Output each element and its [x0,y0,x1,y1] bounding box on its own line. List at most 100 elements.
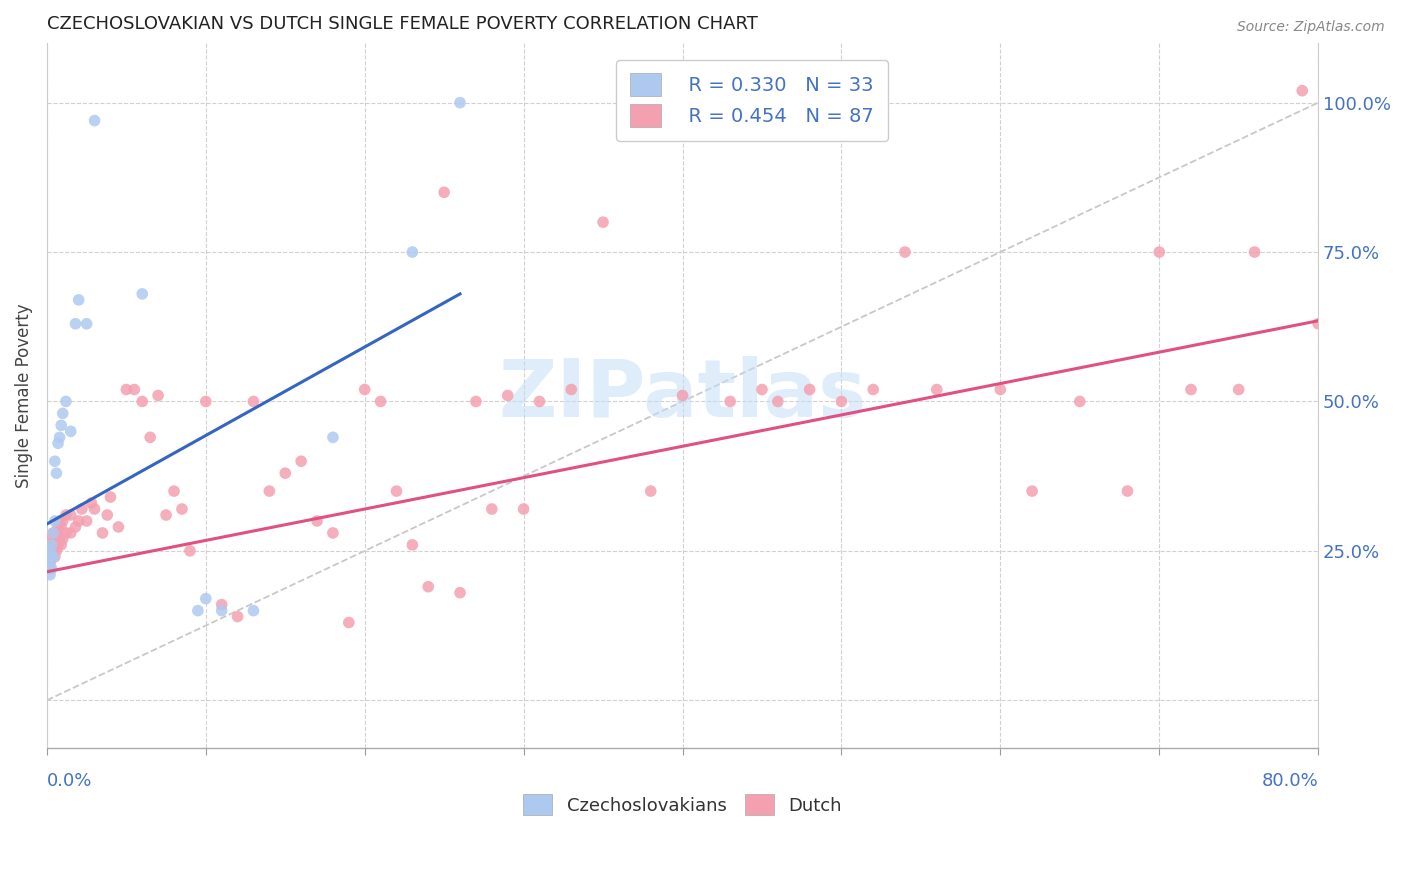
Point [146,388,169,402]
Point [449,95,471,110]
Point [830,394,852,409]
Point [76,317,98,331]
Point [862,383,884,397]
Point [39,556,62,570]
Point [401,538,423,552]
Point [194,394,217,409]
Point [322,525,344,540]
Point [274,466,297,480]
Point [305,514,328,528]
Point [41,532,63,546]
Point [449,585,471,599]
Point [155,508,177,522]
Point [433,186,456,200]
Point [45,466,67,480]
Point [42,525,65,540]
Point [46,520,69,534]
Point [640,484,662,499]
Point [37,544,59,558]
Point [751,383,773,397]
Point [592,215,614,229]
Point [465,394,488,409]
Point [52,532,75,546]
Point [1291,84,1313,98]
Point [211,604,233,618]
Point [370,394,392,409]
Point [37,562,59,576]
Point [401,245,423,260]
Point [1069,394,1091,409]
Point [131,286,153,301]
Point [70,502,93,516]
Point [39,562,62,576]
Point [91,525,114,540]
Point [671,388,693,402]
Point [51,538,73,552]
Point [80,496,103,510]
Point [55,508,77,522]
Point [496,388,519,402]
Point [894,245,917,260]
Point [44,454,66,468]
Point [766,394,789,409]
Point [67,293,90,307]
Point [337,615,360,630]
Point [39,544,62,558]
Point [96,508,118,522]
Point [37,556,59,570]
Point [42,525,65,540]
Point [100,490,122,504]
Point [560,383,582,397]
Legend: Czechoslovakians, Dutch: Czechoslovakians, Dutch [515,785,851,824]
Point [59,508,82,522]
Point [83,502,105,516]
Point [1147,245,1170,260]
Point [44,549,66,564]
Point [1308,317,1330,331]
Point [42,549,65,564]
Point [41,562,63,576]
Point [353,383,375,397]
Point [385,484,408,499]
Point [139,430,162,444]
Point [76,514,98,528]
Point [41,538,63,552]
Point [37,549,59,564]
Point [718,394,741,409]
Point [194,591,217,606]
Point [124,383,146,397]
Point [67,514,90,528]
Point [51,418,73,433]
Text: ZIPatlas: ZIPatlas [498,357,866,434]
Point [46,538,69,552]
Point [65,317,87,331]
Point [170,502,193,516]
Point [290,454,312,468]
Text: 0.0%: 0.0% [46,772,93,790]
Point [55,525,77,540]
Point [187,604,209,618]
Point [39,567,62,582]
Text: Source: ZipAtlas.com: Source: ZipAtlas.com [1237,20,1385,34]
Point [48,430,70,444]
Point [37,562,59,576]
Point [1243,245,1265,260]
Text: 80.0%: 80.0% [1261,772,1319,790]
Point [55,394,77,409]
Point [83,113,105,128]
Y-axis label: Single Female Poverty: Single Female Poverty [15,303,32,488]
Point [42,544,65,558]
Point [59,425,82,439]
Point [242,604,264,618]
Point [51,520,73,534]
Point [211,598,233,612]
Point [46,436,69,450]
Point [259,484,281,499]
Point [48,514,70,528]
Point [799,383,821,397]
Point [107,520,129,534]
Point [59,525,82,540]
Point [226,609,249,624]
Point [48,532,70,546]
Text: CZECHOSLOVAKIAN VS DUTCH SINGLE FEMALE POVERTY CORRELATION CHART: CZECHOSLOVAKIAN VS DUTCH SINGLE FEMALE P… [46,15,758,33]
